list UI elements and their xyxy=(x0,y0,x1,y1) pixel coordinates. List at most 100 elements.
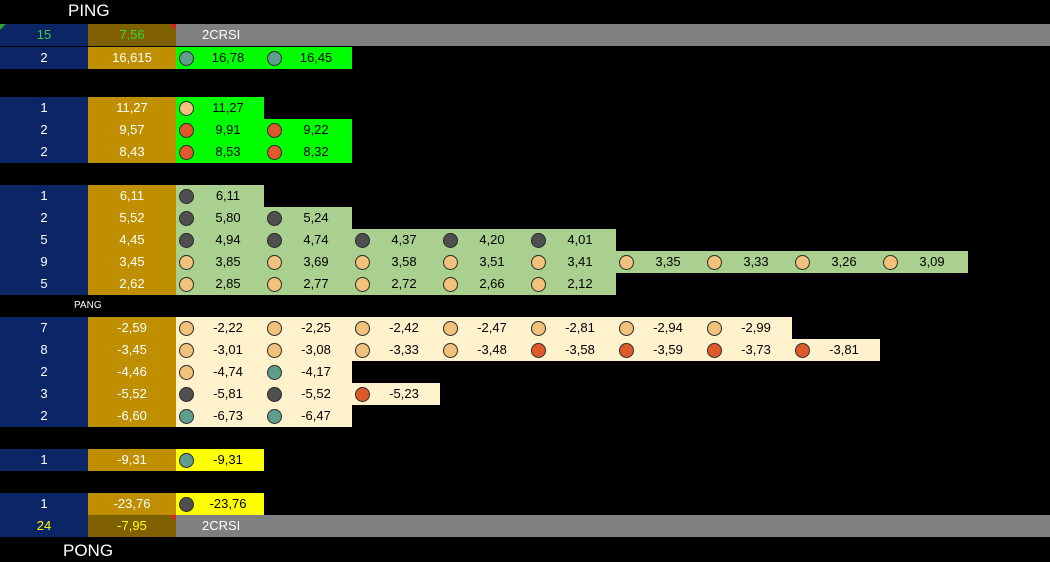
count-cell: 1 xyxy=(0,493,88,515)
price-text: -2,22 xyxy=(213,320,243,335)
price-text: 6,11 xyxy=(215,188,241,203)
price-cell: -2,94 xyxy=(616,317,704,339)
price-cell: -2,81 xyxy=(528,317,616,339)
price-text: 2,12 xyxy=(567,276,593,291)
price-cell: -2,22 xyxy=(176,317,264,339)
status-dot xyxy=(355,233,370,248)
status-dot xyxy=(355,255,370,270)
status-dot xyxy=(179,123,194,138)
status-dot xyxy=(179,453,194,468)
status-dot xyxy=(795,255,810,270)
price-cell: 8,32 xyxy=(264,141,352,163)
price-text: 4,94 xyxy=(215,232,241,247)
price-text: 3,69 xyxy=(303,254,329,269)
price-cell: 4,94 xyxy=(176,229,264,251)
status-dot xyxy=(707,255,722,270)
value-cell: 16,615 xyxy=(88,47,176,69)
status-dot xyxy=(443,343,458,358)
price-cell: 3,35 xyxy=(616,251,704,273)
price-text: -6,73 xyxy=(213,408,243,423)
value-cell: 6,11 xyxy=(88,185,176,207)
status-dot xyxy=(531,277,546,292)
value-cell: -4,46 xyxy=(88,361,176,383)
price-text: -3,01 xyxy=(213,342,243,357)
count-cell: 1 xyxy=(0,449,88,471)
count-cell: 3 xyxy=(0,383,88,405)
count-cell: 2 xyxy=(0,119,88,141)
price-cell: 2,72 xyxy=(352,273,440,295)
status-dot xyxy=(619,321,634,336)
price-text: -2,94 xyxy=(653,320,683,335)
status-dot xyxy=(179,211,194,226)
price-text: -2,81 xyxy=(565,320,595,335)
price-cell: 3,09 xyxy=(880,251,968,273)
price-text: -3,58 xyxy=(565,342,595,357)
status-dot xyxy=(267,387,282,402)
count-cell: 2 xyxy=(0,141,88,163)
value-cell: -6,60 xyxy=(88,405,176,427)
price-cell: 4,37 xyxy=(352,229,440,251)
status-dot xyxy=(443,233,458,248)
price-cell: -3,59 xyxy=(616,339,704,361)
price-text: -5,52 xyxy=(301,386,331,401)
header-count: 15 xyxy=(0,24,88,46)
status-dot xyxy=(179,387,194,402)
price-text: 5,24 xyxy=(303,210,329,225)
price-cell: 16,78 xyxy=(176,47,264,69)
price-text: -4,74 xyxy=(213,364,243,379)
count-cell: 5 xyxy=(0,229,88,251)
price-text: 4,01 xyxy=(567,232,593,247)
status-dot xyxy=(179,51,194,66)
price-cell: -6,73 xyxy=(176,405,264,427)
status-dot xyxy=(179,277,194,292)
price-cell: 5,80 xyxy=(176,207,264,229)
price-text: -3,48 xyxy=(477,342,507,357)
price-text: 3,26 xyxy=(831,254,857,269)
price-cell: -9,31 xyxy=(176,449,264,471)
price-text: 4,20 xyxy=(479,232,505,247)
status-dot xyxy=(355,277,370,292)
status-dot xyxy=(179,365,194,380)
price-text: 9,91 xyxy=(215,122,241,137)
status-dot xyxy=(179,189,194,204)
status-dot xyxy=(179,497,194,512)
price-cell: -23,76 xyxy=(176,493,264,515)
status-dot xyxy=(531,321,546,336)
status-dot xyxy=(619,255,634,270)
price-cell: 3,58 xyxy=(352,251,440,273)
status-dot xyxy=(443,277,458,292)
value-cell: 11,27 xyxy=(88,97,176,119)
status-dot xyxy=(883,255,898,270)
status-dot xyxy=(179,101,194,116)
price-cell: -5,52 xyxy=(264,383,352,405)
price-cell: -2,99 xyxy=(704,317,792,339)
status-dot xyxy=(179,343,194,358)
status-dot xyxy=(179,321,194,336)
status-dot xyxy=(443,255,458,270)
value-cell: 9,57 xyxy=(88,119,176,141)
price-cell: 4,01 xyxy=(528,229,616,251)
price-cell: -3,48 xyxy=(440,339,528,361)
status-dot xyxy=(531,343,546,358)
value-cell: -2,59 xyxy=(88,317,176,339)
price-text: -5,81 xyxy=(213,386,243,401)
price-cell: -3,73 xyxy=(704,339,792,361)
price-cell: 16,45 xyxy=(264,47,352,69)
price-text: -3,81 xyxy=(829,342,859,357)
status-dot xyxy=(267,233,282,248)
price-cell: 3,26 xyxy=(792,251,880,273)
status-dot xyxy=(443,321,458,336)
price-text: -3,33 xyxy=(389,342,419,357)
price-text: -5,23 xyxy=(389,386,419,401)
count-cell: 2 xyxy=(0,405,88,427)
status-dot xyxy=(179,145,194,160)
price-cell: 3,51 xyxy=(440,251,528,273)
price-text: 3,33 xyxy=(743,254,769,269)
count-cell: 9 xyxy=(0,251,88,273)
price-cell: 9,22 xyxy=(264,119,352,141)
price-text: 3,09 xyxy=(919,254,945,269)
price-cell: 2,85 xyxy=(176,273,264,295)
status-dot xyxy=(179,255,194,270)
value-cell: -3,45 xyxy=(88,339,176,361)
